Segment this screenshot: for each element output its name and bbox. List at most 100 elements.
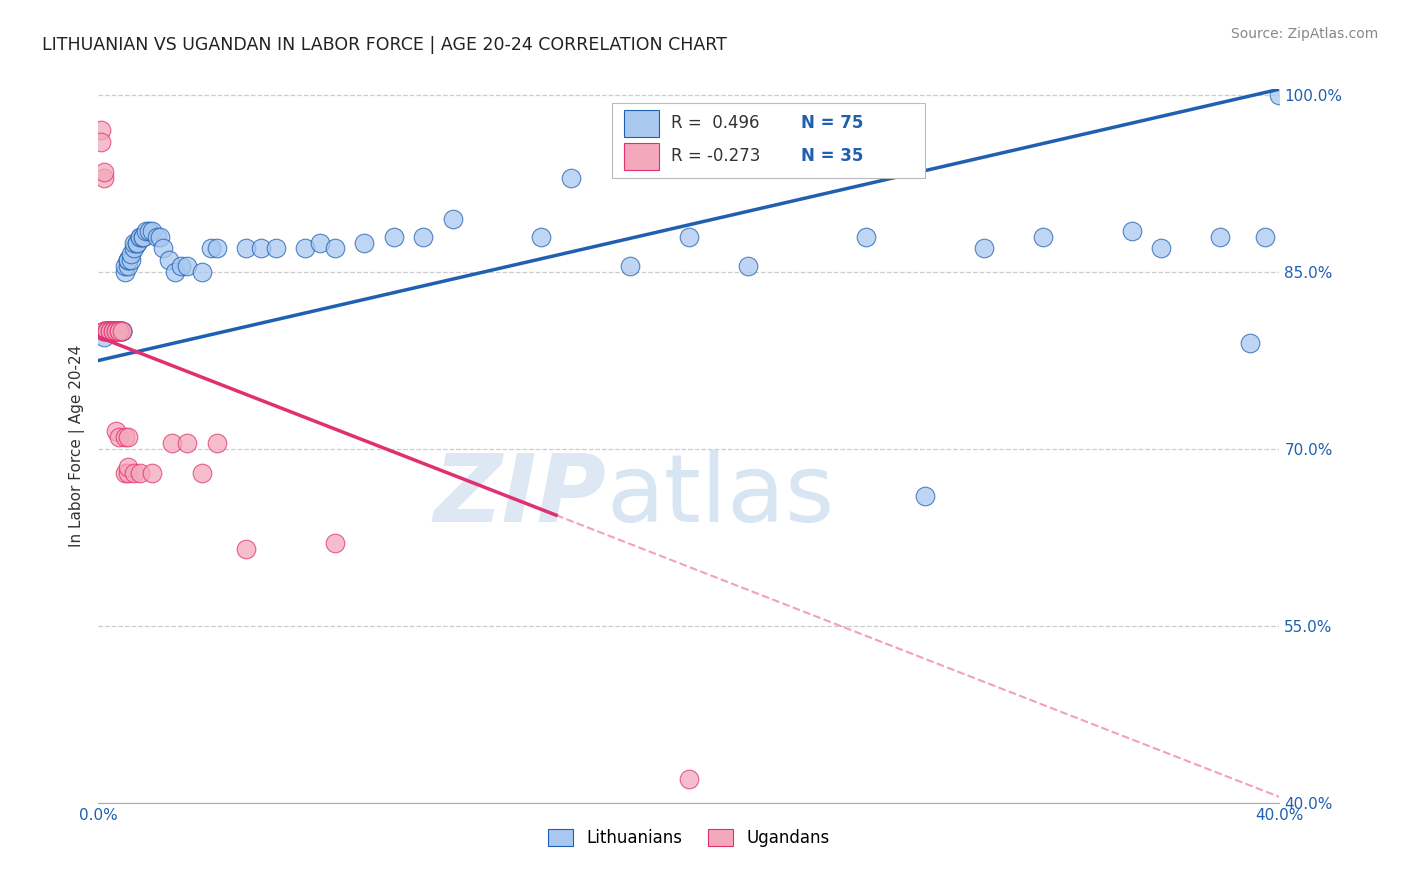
Point [132, 229, 155, 244]
Point [191, 466, 214, 480]
Point [205, 242, 228, 256]
Point [323, 536, 346, 550]
FancyBboxPatch shape [624, 110, 659, 137]
Point [412, 229, 434, 244]
Point [191, 265, 214, 279]
Point [973, 242, 995, 256]
Point [1209, 229, 1232, 244]
Point [108, 324, 131, 338]
Point [1268, 88, 1291, 103]
Point [114, 466, 136, 480]
Point [1121, 224, 1143, 238]
Y-axis label: In Labor Force | Age 20-24: In Labor Force | Age 20-24 [69, 345, 84, 547]
Point [560, 170, 582, 185]
Point [105, 324, 128, 338]
Point [152, 242, 174, 256]
Point [114, 259, 136, 273]
Point [111, 324, 134, 338]
Point [294, 242, 316, 256]
Point [678, 772, 700, 787]
Point [128, 466, 150, 480]
Point [114, 265, 136, 279]
Point [678, 229, 700, 244]
Point [323, 242, 346, 256]
Point [176, 436, 198, 450]
Text: Source: ZipAtlas.com: Source: ZipAtlas.com [1230, 27, 1378, 41]
Point [93, 330, 115, 344]
Point [737, 259, 759, 273]
Point [117, 466, 139, 480]
Point [149, 229, 172, 244]
Point [96, 324, 118, 338]
Point [98, 324, 121, 338]
Point [103, 324, 125, 338]
Point [98, 324, 121, 338]
Point [138, 224, 160, 238]
Point [105, 324, 128, 338]
Text: LITHUANIAN VS UGANDAN IN LABOR FORCE | AGE 20-24 CORRELATION CHART: LITHUANIAN VS UGANDAN IN LABOR FORCE | A… [42, 36, 727, 54]
Text: R =  0.496: R = 0.496 [671, 114, 759, 132]
Point [382, 229, 405, 244]
Point [1150, 242, 1173, 256]
Point [132, 229, 155, 244]
Point [96, 324, 118, 338]
Point [98, 324, 121, 338]
Legend: Lithuanians, Ugandans: Lithuanians, Ugandans [540, 821, 838, 855]
Text: N = 35: N = 35 [801, 147, 863, 165]
Point [111, 324, 134, 338]
Point [176, 259, 198, 273]
Text: atlas: atlas [606, 450, 835, 542]
Point [141, 224, 163, 238]
Point [146, 229, 169, 244]
Point [441, 211, 464, 226]
Point [93, 170, 115, 185]
Point [141, 466, 163, 480]
Point [117, 430, 139, 444]
Point [117, 253, 139, 268]
Text: N = 75: N = 75 [801, 114, 863, 132]
Point [108, 324, 131, 338]
Point [105, 324, 128, 338]
Point [353, 235, 375, 250]
Point [122, 466, 145, 480]
Point [93, 165, 115, 179]
Point [90, 136, 112, 150]
Point [309, 235, 332, 250]
Point [205, 436, 228, 450]
FancyBboxPatch shape [624, 143, 659, 169]
Text: ZIP: ZIP [433, 450, 606, 542]
Point [120, 253, 142, 268]
Point [111, 324, 134, 338]
Point [165, 265, 187, 279]
Point [117, 253, 139, 268]
Point [530, 229, 553, 244]
Point [93, 324, 115, 338]
Point [105, 324, 128, 338]
Point [108, 324, 131, 338]
Point [103, 324, 125, 338]
Point [117, 459, 139, 474]
Point [98, 324, 121, 338]
Point [103, 324, 125, 338]
Point [235, 242, 257, 256]
Text: R = -0.273: R = -0.273 [671, 147, 761, 165]
Point [90, 123, 112, 137]
Point [96, 324, 118, 338]
FancyBboxPatch shape [612, 103, 925, 178]
Point [122, 242, 145, 256]
Point [105, 324, 128, 338]
Point [170, 259, 193, 273]
Point [103, 324, 125, 338]
Point [117, 259, 139, 273]
Point [128, 229, 150, 244]
Point [108, 324, 131, 338]
Point [105, 424, 128, 438]
Point [157, 253, 180, 268]
Point [120, 247, 142, 261]
Point [122, 235, 145, 250]
Point [235, 542, 257, 557]
Point [108, 430, 131, 444]
Point [98, 324, 121, 338]
Point [96, 324, 118, 338]
Point [200, 242, 222, 256]
